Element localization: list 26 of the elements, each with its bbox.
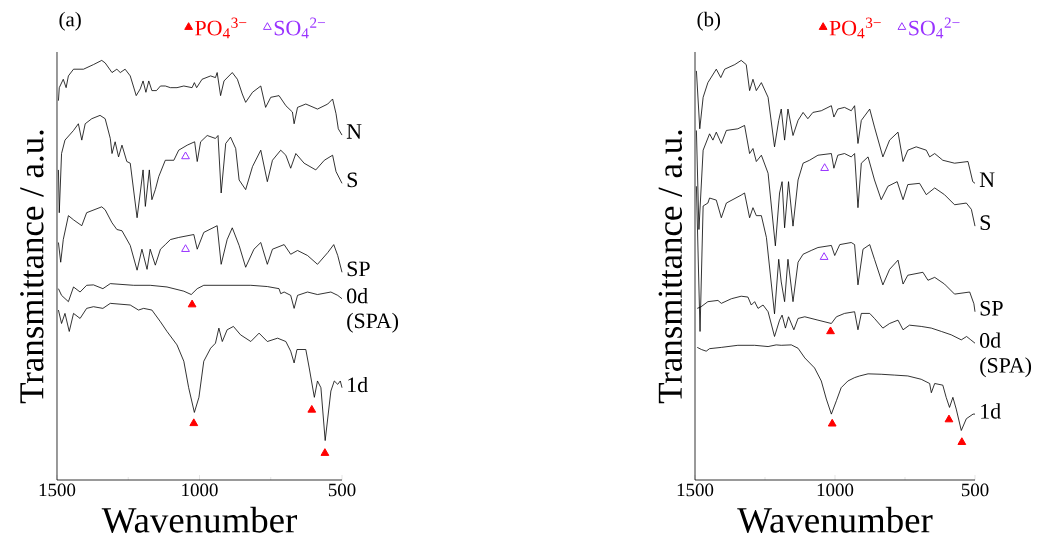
series-label: 1d xyxy=(981,403,1001,419)
legend-label: PO$_{4}$3− xyxy=(829,17,881,39)
series-label: S xyxy=(347,172,358,188)
series-label: 0d (SPA) xyxy=(980,332,1032,378)
chart-title: (b) xyxy=(697,11,721,31)
series-label: 1d xyxy=(348,376,368,393)
y-axis-title: Transmittance / a.u. xyxy=(658,130,683,404)
y-axis-title: Transmittance / a.u. xyxy=(20,130,44,404)
x-tick-label: 1500 xyxy=(39,483,76,497)
legend-label: SO$_{4}$2− xyxy=(274,17,326,39)
x-tick-label: 1000 xyxy=(182,483,218,497)
legend-label: PO$_{4}$3− xyxy=(195,17,247,39)
series-label: SP xyxy=(347,261,370,277)
x-axis-title: Wavenumber xyxy=(737,506,933,533)
x-tick-label: 500 xyxy=(961,483,989,497)
series-label: SP xyxy=(980,300,1003,316)
legend-label: SO$_{4}$2− xyxy=(909,17,960,39)
x-tick-label: 1000 xyxy=(817,483,854,497)
series-label: N xyxy=(979,172,995,187)
x-tick-label: 1500 xyxy=(677,483,714,497)
chart-title: (a) xyxy=(59,11,81,31)
series-label: N xyxy=(346,124,362,139)
series-label: 0d (SPA) xyxy=(347,287,399,333)
series-label: S xyxy=(980,215,991,231)
x-axis-title: Wavenumber xyxy=(101,506,297,533)
x-tick-label: 500 xyxy=(328,483,356,497)
